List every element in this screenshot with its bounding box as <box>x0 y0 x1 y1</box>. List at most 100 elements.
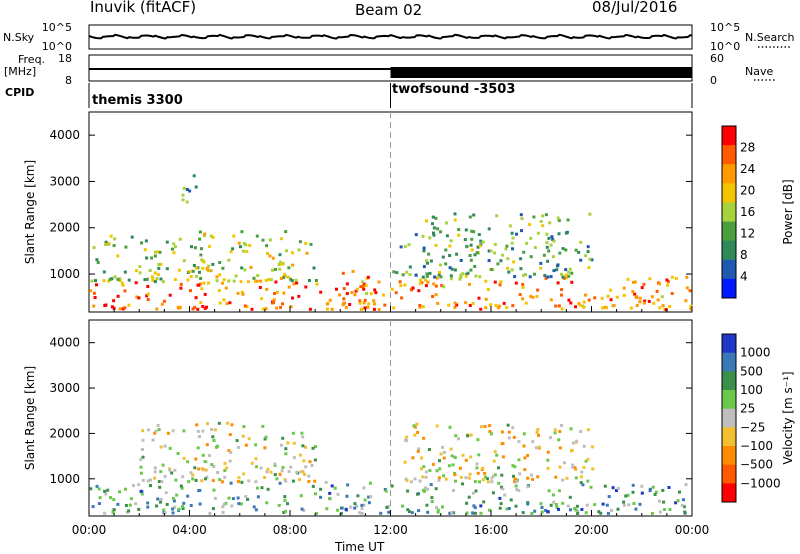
power-cell <box>427 252 431 256</box>
velocity-cell <box>284 479 288 483</box>
velocity-cell <box>390 484 394 488</box>
velocity-cell <box>363 498 367 502</box>
x-tick-label: 04:00 <box>172 523 207 537</box>
velocity-cell <box>236 496 240 500</box>
power-cell <box>522 250 526 254</box>
power-cell <box>418 304 422 307</box>
power-cell <box>590 258 594 262</box>
power-cell <box>354 289 358 293</box>
power-cell <box>656 298 660 302</box>
velocity-cell <box>213 428 217 432</box>
power-cell <box>287 266 291 270</box>
power-colorbar-tick: 12 <box>740 227 755 241</box>
velocity-cell <box>218 478 222 482</box>
velocity-cell <box>139 489 143 493</box>
power-cell <box>145 256 149 260</box>
velocity-cell <box>458 466 462 470</box>
velocity-cell <box>454 434 458 438</box>
power-cell <box>445 221 448 225</box>
velocity-cell <box>356 494 360 498</box>
velocity-cell <box>260 486 264 490</box>
power-cell <box>601 306 605 310</box>
power-cell <box>549 243 553 247</box>
power-cell <box>493 251 496 255</box>
velocity-cell <box>181 507 185 510</box>
nsky-tick-top: 10^5 <box>42 21 72 34</box>
velocity-cell <box>409 480 413 484</box>
power-cell <box>436 301 440 305</box>
velocity-cell <box>368 481 372 485</box>
power-cell <box>465 245 469 249</box>
velocity-cell <box>439 452 443 456</box>
freq-tick-top: 18 <box>58 52 72 65</box>
power-cell <box>356 287 359 291</box>
velocity-cell <box>616 486 620 490</box>
velocity-cell <box>475 462 479 466</box>
velocity-cell <box>139 465 143 469</box>
power-cell <box>285 249 288 253</box>
power-cell <box>408 265 412 269</box>
velocity-cell <box>674 501 678 505</box>
velocity-cell <box>295 470 299 474</box>
velocity-cell <box>416 449 420 453</box>
velocity-cell <box>235 439 239 443</box>
velocity-cell <box>216 471 220 474</box>
power-cell <box>551 255 555 259</box>
velocity-cell <box>552 500 556 504</box>
power-cell <box>390 287 394 291</box>
velocity-cell <box>442 456 446 460</box>
velocity-cell <box>159 497 163 501</box>
velocity-cell <box>141 455 145 459</box>
power-cell <box>532 215 536 219</box>
power-cell <box>511 236 515 240</box>
velocity-cell <box>304 465 308 469</box>
power-cell <box>143 248 147 252</box>
velocity-cell <box>582 465 586 469</box>
velocity-cell <box>266 487 270 491</box>
velocity-cell <box>663 508 666 511</box>
velocity-cell <box>246 497 250 501</box>
velocity-cell <box>287 470 291 473</box>
velocity-cell <box>500 442 504 446</box>
velocity-cell <box>266 467 270 471</box>
power-cell <box>478 244 482 248</box>
velocity-cell <box>570 449 573 453</box>
power-cell <box>514 281 518 285</box>
velocity-cell <box>263 446 267 450</box>
power-cell <box>112 299 116 303</box>
velocity-cell <box>560 423 563 427</box>
power-cell <box>684 299 688 303</box>
velocity-ytick-label: 2000 <box>49 426 80 440</box>
power-cell <box>448 266 452 270</box>
velocity-cell <box>518 472 522 476</box>
velocity-cell <box>586 479 590 483</box>
velocity-cell <box>526 485 530 489</box>
velocity-cell <box>165 503 169 506</box>
power-cell <box>477 233 481 236</box>
power-cell <box>660 295 664 299</box>
power-cell <box>314 279 318 282</box>
velocity-cell <box>426 510 430 514</box>
power-cell <box>123 270 127 274</box>
velocity-cell <box>517 489 521 492</box>
power-cell <box>520 229 523 233</box>
power-cell <box>579 258 583 262</box>
velocity-cell <box>537 445 541 449</box>
power-cell <box>304 241 308 245</box>
velocity-cell <box>137 483 141 487</box>
velocity-cell <box>517 440 521 444</box>
power-echo-region-6 <box>392 212 594 279</box>
velocity-cell <box>448 425 452 429</box>
velocity-cell <box>333 486 337 490</box>
velocity-cell <box>591 467 595 471</box>
velocity-cell <box>282 511 286 514</box>
velocity-cell <box>574 467 578 471</box>
velocity-cell <box>319 487 323 491</box>
power-cell <box>151 278 155 282</box>
power-cell <box>90 279 94 283</box>
nsky-tick-bottom: 10^0 <box>42 40 72 53</box>
power-cell <box>670 275 674 279</box>
velocity-cell <box>227 496 231 500</box>
power-cell <box>658 282 662 286</box>
power-cell <box>120 281 124 285</box>
